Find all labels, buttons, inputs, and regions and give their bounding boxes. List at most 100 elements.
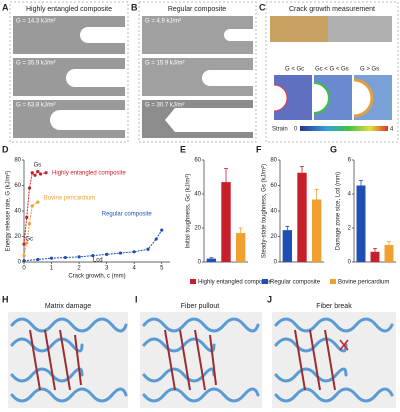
y-tick-label: 80 (270, 158, 277, 164)
point (146, 247, 150, 251)
condition-label: G > Gs (360, 67, 379, 73)
error-bar (373, 248, 377, 252)
panel-label: B (131, 2, 138, 12)
panel-title: Highly entangled composite (26, 6, 112, 13)
sample-images (142, 16, 253, 138)
y-tick-label: 40 (14, 209, 21, 215)
y-tick-label: 60 (14, 183, 21, 189)
legend-label: Bovine pericardium (338, 280, 389, 286)
image-label: G = 14.3 kJ/m² (16, 19, 56, 25)
panel-frame (9, 1, 129, 143)
point (27, 222, 32, 226)
series-line (23, 229, 163, 262)
bar (297, 172, 307, 262)
error-bar (359, 180, 363, 186)
condition-label: Gc < G < Gs (315, 67, 349, 73)
panel-label: C (259, 2, 266, 12)
y-tick-label: 0 (198, 260, 202, 266)
legend-swatch (190, 279, 196, 284)
condition-label: G < Gc (285, 67, 304, 73)
annotation: Lcd (93, 257, 103, 263)
point (36, 257, 40, 262)
sample-images (13, 16, 125, 138)
point (25, 215, 29, 219)
point (160, 228, 164, 232)
y-tick-label: 4 (348, 192, 352, 198)
panel-title: Regular composite (168, 6, 226, 13)
point (49, 256, 54, 260)
x-tick-label: 3 (105, 266, 109, 272)
annotation: Gc (25, 237, 33, 243)
point (22, 259, 26, 263)
point (30, 171, 34, 175)
y-tick-label: 40 (194, 192, 201, 198)
y-tick-label: 6 (348, 158, 352, 164)
panel-frame (265, 1, 399, 143)
image-label: G = 63.8 kJ/m² (16, 103, 56, 109)
y-tick-label: 40 (270, 209, 277, 215)
legend-label: Highly entangled composite (198, 280, 272, 286)
error-bar (209, 257, 214, 259)
x-axis-label: Crack growth, c (mm) (68, 274, 125, 280)
point (118, 251, 123, 255)
y-tick-label: 80 (14, 158, 21, 164)
series-line (23, 170, 47, 245)
point (22, 254, 26, 258)
point (33, 173, 37, 177)
y-tick-label: 60 (270, 183, 277, 189)
point (105, 252, 109, 256)
axes (279, 160, 324, 263)
series-label: Bovine pericardium (44, 196, 95, 202)
strain-min: 0 (294, 127, 298, 133)
schematic-title: Fiber break (316, 303, 352, 310)
series-label: Highly entangled composite (52, 170, 126, 176)
point (38, 172, 43, 176)
y-axis-label: Initial toughness, Gc (kJ/m²) (186, 174, 192, 249)
schematic-title: Matrix damage (45, 303, 91, 310)
x-tick-label: 0 (22, 266, 26, 272)
error-bar (285, 225, 290, 231)
point (154, 237, 158, 241)
error-bar (238, 227, 243, 234)
annotation: Gs (34, 163, 42, 169)
bar (311, 199, 322, 262)
legend-swatch (330, 279, 336, 284)
y-tick-label: 0 (18, 260, 22, 266)
bar (206, 258, 217, 262)
panel-label: D (2, 144, 9, 154)
panel-label: F (256, 144, 262, 154)
bar (235, 233, 246, 262)
point (132, 250, 136, 254)
strain-max: 4 (390, 127, 394, 133)
panel-label: A (2, 2, 9, 12)
point (36, 169, 40, 174)
bar (356, 185, 366, 262)
legend-label: Regular composite (270, 280, 321, 286)
y-axis-label: Energy release rate, G (kJ/m²) (6, 171, 12, 252)
panel-label: I (135, 294, 138, 304)
bar (370, 251, 380, 262)
x-tick-label: 2 (77, 266, 81, 272)
axes (353, 160, 396, 263)
image-label: G = 4.9 kJ/m² (145, 19, 181, 25)
legend-swatch (262, 279, 268, 284)
bar (384, 245, 394, 262)
point (63, 255, 67, 260)
y-axis-label: Steady-state toughness, Gs (kJ/m²) (262, 164, 268, 258)
y-tick-label: 0 (274, 260, 278, 266)
series-line (23, 201, 39, 256)
panel-frame (138, 1, 257, 143)
point (30, 204, 34, 208)
point (91, 254, 95, 258)
bar (282, 230, 293, 262)
panel-label: J (267, 294, 272, 304)
schematics (8, 312, 396, 408)
x-tick-label: 1 (50, 266, 54, 272)
point (36, 200, 40, 204)
panel-label: E (180, 144, 186, 154)
panel-title: Crack growth measurement (289, 6, 375, 13)
point (22, 242, 26, 246)
error-bar (300, 165, 304, 173)
strain-images (270, 16, 392, 131)
panel-label: H (2, 294, 9, 304)
